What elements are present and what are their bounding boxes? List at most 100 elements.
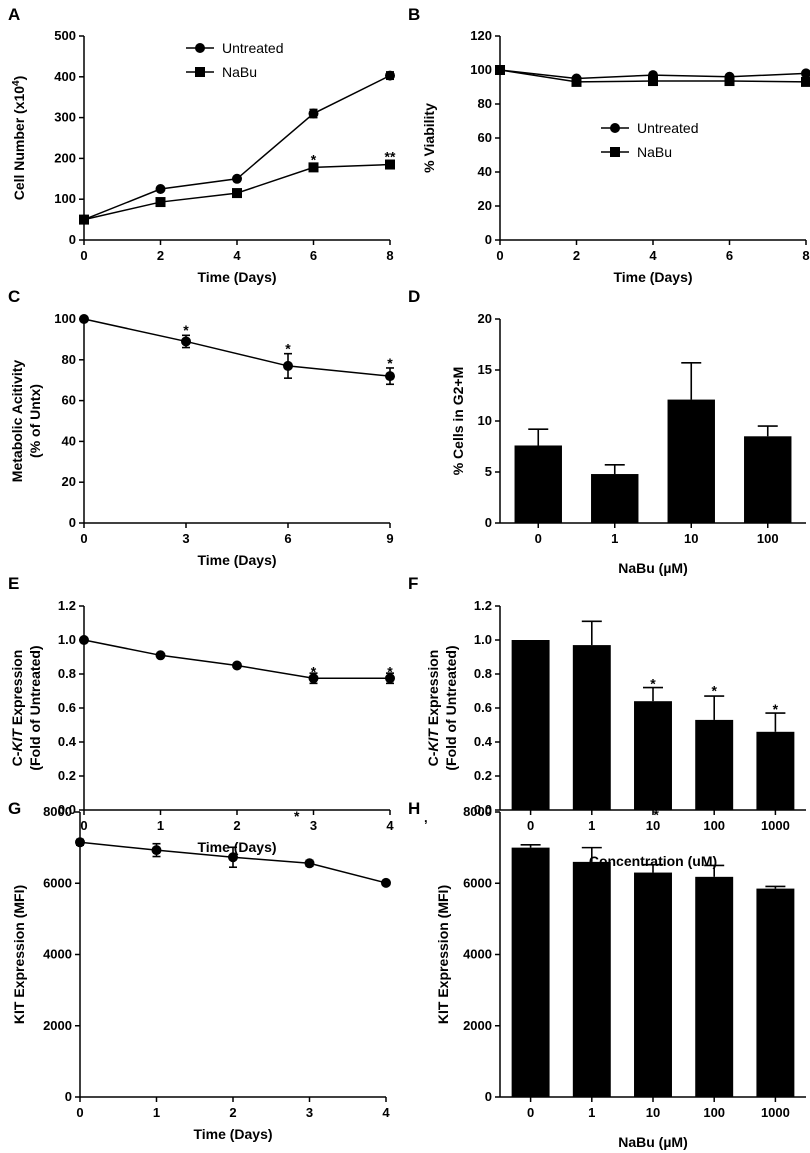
x-tick-label: 3 [182,531,189,546]
y-tick-label: 0 [69,515,76,530]
x-tick-label: 1 [153,1105,160,1120]
y-tick-label: 100 [54,311,76,326]
y-tick-label: 200 [54,150,76,165]
y-axis-label-part: Expression [425,650,441,729]
x-tick-label: 0 [76,1105,83,1120]
y-tick-label: 80 [62,352,76,367]
y-tick-label: 40 [62,433,76,448]
x-tick-label: 0 [80,531,87,546]
legend-label: NaBu [637,144,672,160]
y-tick-label: 60 [62,393,76,408]
chart-panel-f: 0.0 0.2 0.4 0.6 0.8 1.0 1.2 0 1 10 100 1000 F Concent… [408,574,806,869]
y-axis-label-line2: (% of Untx) [27,384,43,458]
y-tick-label: 0.8 [58,666,76,681]
data-point-nabu [308,162,319,173]
y-tick-label: 400 [54,69,76,84]
y-tick-label: 5 [485,464,492,479]
legend-marker-nabu [195,67,205,77]
y-tick-label: 0.4 [58,734,77,749]
x-tick-label: 1 [157,818,164,833]
legend-marker-untreated [610,123,620,133]
bar-10 [634,872,672,1097]
significance-marker: * [589,800,595,816]
bar-1000 [756,731,795,810]
panel-label: E [8,574,19,593]
series-line-nabu [83,639,390,679]
x-axis-label: Concentration (uM) [589,853,717,869]
y-tick-label: 1.2 [58,598,76,613]
bar-1 [572,861,611,1097]
bar-1 [572,645,611,810]
x-tick-label: 10 [684,531,698,546]
y-tick-label: 0 [485,1089,492,1104]
y-axis-label-part: Expression [9,650,25,729]
y-tick-label: 0.2 [474,768,492,783]
data-point-nabu [724,76,735,87]
y-tick-label: 2000 [463,1018,492,1033]
data-point-nabu [385,159,395,170]
y-tick-label: 20 [478,311,492,326]
x-tick-label: 1 [611,531,618,546]
legend-label: NaBu [222,64,257,80]
panel-label: F [408,574,418,593]
y-axis-label: % Cells in G2+M [450,367,466,476]
data-point-untreated [801,68,810,79]
x-tick-label: 0 [527,818,534,833]
data-point-nabu [79,214,89,225]
y-tick-label: 20 [62,474,76,489]
data-point-nabu [181,336,191,347]
y-tick-label: 0.2 [58,768,76,783]
panel-label: H [408,799,420,818]
y-tick-label: 8000 [43,804,72,819]
y-axis-label-part: KIT [425,728,441,752]
stray-mark: , [424,810,428,825]
x-axis-label: Time (Days) [197,269,276,285]
data-point-untreated [155,184,166,194]
y-tick-label: 8000 [463,804,492,819]
x-axis-label: Time (Days) [197,552,276,568]
x-tick-label: 10 [646,1105,660,1120]
x-tick-label: 4 [382,1105,390,1120]
y-axis-label-part: ) [11,76,27,81]
y-axis-label-part: C- [425,751,441,766]
bar-0 [511,640,550,810]
y-tick-label: 0.6 [474,700,492,715]
significance-marker: * [387,664,393,680]
x-axis-label: NaBu (µM) [618,560,688,576]
y-tick-label: 80 [478,96,492,111]
x-tick-label: 0 [80,818,87,833]
y-axis-label: KIT Expression (MFI) [435,885,451,1024]
series-line-nabu [83,318,391,377]
y-tick-label: 0.0 [58,802,76,817]
x-tick-label: 4 [649,248,657,263]
x-tick-label: 2 [233,818,240,833]
significance-marker: * [653,806,659,822]
panel-label: G [8,799,21,818]
y-tick-label: 0 [69,232,76,247]
x-tick-label: 2 [573,248,580,263]
y-axis-label: C-KIT Expression [425,650,441,767]
significance-marker: * [294,808,300,824]
panel-label: D [408,287,420,306]
significance-marker: * [311,664,317,680]
x-tick-label: 3 [306,1105,313,1120]
legend-label: Untreated [637,120,698,136]
data-point-nabu [79,635,89,645]
y-axis-label-part: C- [9,751,25,766]
x-tick-label: 0 [80,248,87,263]
bar-10 [667,399,715,523]
x-tick-label: 1 [588,1105,595,1120]
y-tick-label: 100 [54,191,76,206]
x-tick-label: 6 [284,531,291,546]
data-point-nabu [571,76,582,87]
y-tick-label: 4000 [463,947,492,962]
data-point-nabu [79,314,89,324]
x-tick-label: 100 [703,1105,725,1120]
y-tick-label: 15 [478,362,492,377]
x-tick-label: 2 [157,248,164,263]
y-tick-label: 1.0 [474,632,492,647]
data-point-nabu [801,76,810,87]
chart-panel-c: 0 20 40 60 80 100 0 3 6 9 C Time (Days) Metabolic Ac… [8,287,395,568]
data-point-nabu [232,660,242,671]
data-point-nabu [232,188,242,199]
